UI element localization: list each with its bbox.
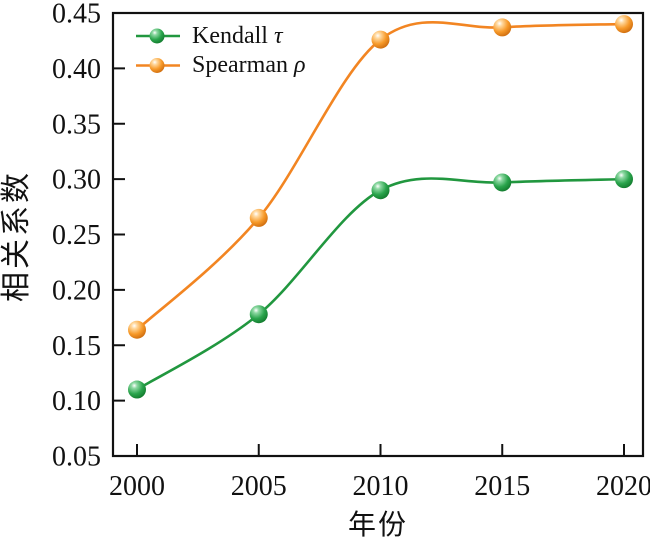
x-tick-label: 2010 [353,471,409,502]
data-point-marker-spearman [371,30,390,49]
y-tick-label: 0.40 [52,54,101,85]
y-tick-label: 0.20 [52,275,101,306]
data-point-marker-kendall [493,173,512,192]
y-tick-label: 0.45 [52,0,101,30]
plot-border [111,11,645,458]
data-point-marker-kendall [128,380,146,399]
x-tick-label: 2005 [231,471,287,502]
y-tick-label: 0.05 [52,442,101,473]
legend-symbol: ρ [293,52,306,78]
y-tick-label: 0.25 [52,220,101,251]
series-line-kendall [135,177,626,391]
data-point-marker-kendall [371,181,390,200]
legend-item-kendall: Kendall τ [192,21,283,51]
data-point-marker-spearman [128,320,146,339]
data-point-marker-kendall [249,305,268,324]
x-tick-label: 2020 [596,471,650,502]
y-tick-label: 0.10 [52,386,101,417]
y-tick-label: 0.15 [52,331,101,362]
legend-marker-swatch [149,58,165,73]
data-point-marker-spearman [615,15,633,34]
data-point-marker-spearman [249,208,268,227]
legend-item-spearman: Spearman ρ [192,50,306,80]
y-axis-title: 相关系数 [0,170,33,302]
y-tick-label: 0.30 [52,165,101,196]
legend-label: Spearman [192,52,288,78]
legend-label: Kendall [192,23,268,49]
data-point-marker-kendall [615,170,633,189]
x-tick-label: 2000 [109,471,165,502]
data-point-marker-spearman [493,18,512,37]
x-axis-title: 年份 [347,510,408,541]
legend-symbol: τ [273,23,283,49]
y-tick-label: 0.35 [52,109,101,140]
legend-marker-swatch [149,28,165,44]
x-tick-label: 2015 [474,471,530,502]
series-line-spearman [135,20,626,332]
